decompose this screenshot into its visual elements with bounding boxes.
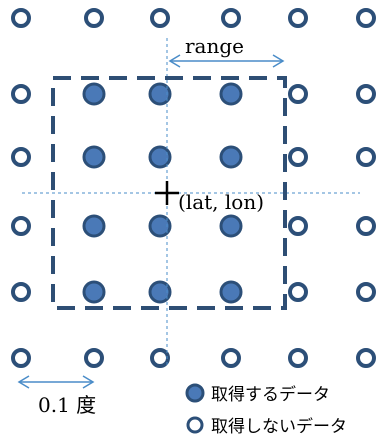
unfetched-data-point bbox=[84, 8, 104, 28]
range-box bbox=[51, 76, 287, 310]
unfetched-data-point bbox=[356, 216, 376, 236]
legend-not-fetched-marker bbox=[186, 416, 204, 434]
unfetched-data-point bbox=[11, 282, 31, 302]
unfetched-data-point bbox=[356, 282, 376, 302]
spacing-label: 0.1 度 bbox=[38, 393, 96, 417]
unfetched-data-point bbox=[288, 147, 308, 167]
unfetched-data-point bbox=[221, 348, 241, 368]
unfetched-data-point bbox=[356, 348, 376, 368]
unfetched-data-point bbox=[356, 147, 376, 167]
range-label: range bbox=[185, 34, 244, 58]
fetched-data-point bbox=[219, 145, 243, 169]
plus-icon bbox=[155, 181, 179, 205]
grid-points bbox=[11, 8, 376, 368]
unfetched-data-point bbox=[11, 216, 31, 236]
center-label: (lat, lon) bbox=[178, 190, 264, 214]
fetched-data-point bbox=[148, 145, 172, 169]
unfetched-data-point bbox=[11, 147, 31, 167]
unfetched-data-point bbox=[150, 8, 170, 28]
unfetched-data-point bbox=[288, 282, 308, 302]
unfetched-data-point bbox=[150, 348, 170, 368]
legend-not-fetched-label: 取得しないデータ bbox=[211, 416, 347, 437]
unfetched-data-point bbox=[288, 216, 308, 236]
legend-fetched-marker bbox=[185, 383, 205, 403]
legend: 取得するデータ 取得しないデータ bbox=[185, 383, 347, 437]
range-arrow-icon bbox=[168, 54, 285, 68]
fetched-data-point bbox=[82, 145, 106, 169]
fetched-data-point bbox=[148, 214, 172, 238]
unfetched-data-point bbox=[11, 84, 31, 104]
fetched-data-point bbox=[148, 82, 172, 106]
fetched-data-point bbox=[219, 280, 243, 304]
fetched-data-point bbox=[82, 214, 106, 238]
unfetched-data-point bbox=[288, 84, 308, 104]
spacing-arrow-icon bbox=[17, 375, 95, 389]
fetched-data-point bbox=[82, 280, 106, 304]
unfetched-data-point bbox=[11, 348, 31, 368]
unfetched-data-point bbox=[356, 8, 376, 28]
unfetched-data-point bbox=[356, 84, 376, 104]
fetched-data-point bbox=[219, 214, 243, 238]
unfetched-data-point bbox=[84, 348, 104, 368]
legend-fetched-label: 取得するデータ bbox=[211, 384, 330, 405]
unfetched-data-point bbox=[11, 8, 31, 28]
unfetched-data-point bbox=[288, 8, 308, 28]
unfetched-data-point bbox=[221, 8, 241, 28]
fetched-data-point bbox=[148, 280, 172, 304]
fetched-data-point bbox=[219, 82, 243, 106]
unfetched-data-point bbox=[288, 348, 308, 368]
fetched-data-point bbox=[82, 82, 106, 106]
